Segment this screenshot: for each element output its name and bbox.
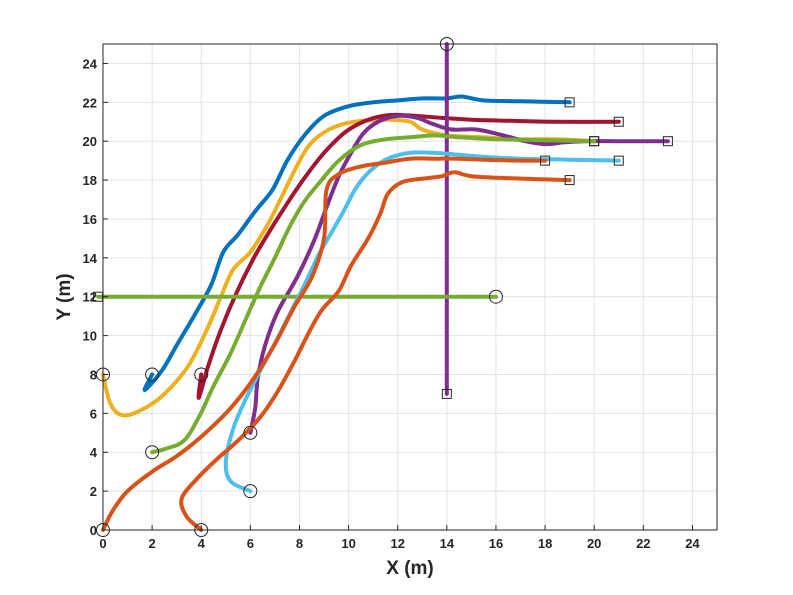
y-tick-label: 18 (83, 173, 97, 188)
y-tick-label: 2 (90, 484, 97, 499)
x-tick-label: 24 (685, 536, 700, 551)
y-tick-label: 14 (83, 251, 98, 266)
x-tick-label: 6 (247, 536, 254, 551)
start-marker-light-blue (243, 484, 258, 499)
y-tick-label: 16 (83, 212, 97, 227)
y-tick-label: 10 (83, 329, 97, 344)
x-tick-label: 20 (587, 536, 601, 551)
y-tick-label: 24 (83, 56, 98, 71)
series-line-orange-a (101, 156, 548, 532)
series-layer (96, 42, 670, 532)
x-tick-label: 4 (198, 536, 206, 551)
x-tick-label: 22 (636, 536, 650, 551)
x-tick-label: 0 (99, 536, 106, 551)
end-marker-light-blue (613, 155, 624, 166)
start-marker-dark-red (194, 367, 209, 382)
x-tick-label: 16 (489, 536, 503, 551)
x-tick-label: 14 (440, 536, 455, 551)
y-tick-label: 8 (90, 367, 97, 382)
end-marker-orange-a (540, 155, 551, 166)
x-tick-label: 10 (341, 536, 355, 551)
marker-layer (93, 37, 673, 537)
x-tick-label: 12 (390, 536, 404, 551)
y-tick-label: 6 (90, 406, 97, 421)
start-marker-blue (145, 367, 160, 382)
end-marker-purple (662, 136, 673, 147)
y-axis-label: Y (m) (54, 273, 75, 320)
x-tick-label: 8 (296, 536, 303, 551)
start-marker-green (145, 445, 160, 460)
series-line-orange-b (179, 170, 572, 532)
axes-frame (102, 43, 718, 531)
x-tick-label: 18 (538, 536, 552, 551)
series-line-dark-red (196, 112, 621, 400)
y-tick-label: 22 (83, 95, 97, 110)
y-tick-label: 20 (83, 134, 97, 149)
x-tick-label: 2 (149, 536, 156, 551)
series-line-light-blue (223, 150, 621, 494)
end-marker-green (589, 136, 600, 147)
series-line-green (150, 133, 597, 455)
start-marker-purple (243, 425, 258, 440)
end-marker-dark-red (613, 116, 624, 127)
y-tick-label: 0 (90, 523, 97, 538)
end-marker-purple-vertical (441, 388, 452, 399)
end-marker-orange-b (564, 175, 575, 186)
x-axis-label: X (m) (386, 558, 434, 579)
start-marker-green-horizontal (488, 289, 503, 304)
series-line-blue (142, 94, 572, 393)
tick-labels: 0 2 4 6 8 10 12 14 16 18 20 22 240246810121416182022… (83, 56, 701, 551)
end-marker-blue (564, 97, 575, 108)
y-tick-label: 4 (90, 445, 98, 460)
y-tick-label: 12 (83, 290, 97, 305)
series-line-purple (248, 113, 670, 435)
